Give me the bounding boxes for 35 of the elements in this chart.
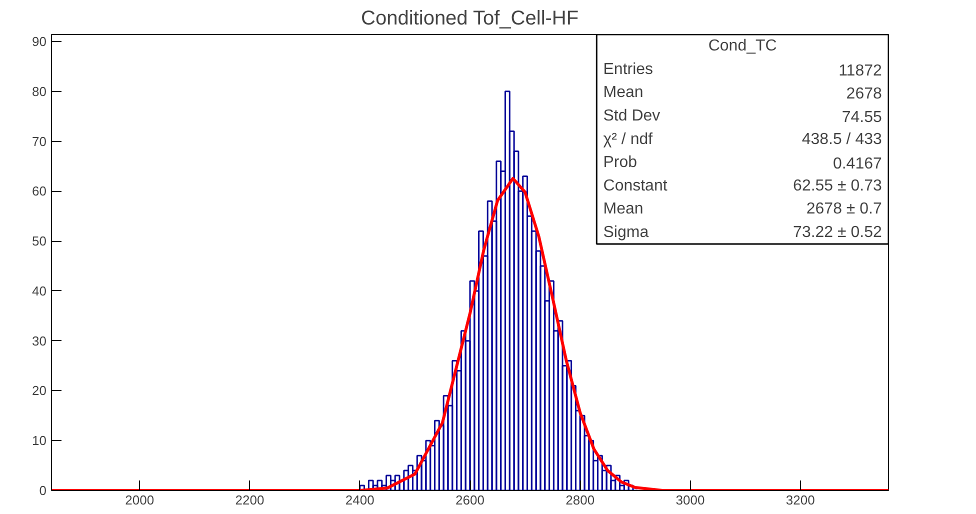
annotation: Std Dev — [603, 107, 660, 124]
annotation: Mean — [603, 84, 644, 102]
annotation: Sigma — [603, 224, 649, 241]
y-tick-label: 80 — [32, 84, 47, 99]
x-tick-label: 2400 — [345, 492, 374, 508]
annotation: Constant — [603, 177, 668, 194]
x-tick-label: 3000 — [676, 492, 705, 508]
annotation: 11872 — [838, 62, 882, 80]
y-tick-label: 40 — [32, 283, 47, 298]
annotation: 74.55 — [842, 108, 882, 126]
y-tick-label: 30 — [32, 333, 47, 348]
annotation: Prob — [603, 154, 638, 172]
x-tick-label: 2200 — [235, 492, 264, 508]
x-tick-label: 2800 — [566, 492, 595, 508]
y-tick-label: 70 — [32, 134, 47, 149]
x-tick-label: 2000 — [125, 492, 154, 508]
annotation: Entries — [603, 60, 654, 78]
annotation: 0.4167 — [832, 156, 882, 173]
y-tick-label: 10 — [32, 433, 47, 448]
annotation: 2678 ± 0.7 — [806, 200, 882, 218]
y-tick-label: 60 — [32, 184, 47, 199]
annotation: 2678 — [846, 86, 882, 103]
x-tick-label: 2600 — [456, 492, 484, 508]
chart-title: Conditioned Tof_Cell-HF — [361, 8, 579, 30]
y-tick-label: 20 — [32, 383, 47, 398]
annotation: Mean — [603, 200, 644, 218]
annotation: 62.55 ± 0.73 — [793, 177, 882, 194]
annotation: 438.5 / 433 — [802, 130, 882, 148]
y-tick-label: 50 — [32, 234, 47, 249]
annotation: χ² / ndf — [603, 130, 654, 148]
annotation: Cond_TC — [708, 38, 777, 55]
x-tick-label: 3200 — [786, 492, 815, 508]
y-tick-label: 0 — [39, 483, 47, 498]
y-tick-label: 90 — [32, 34, 47, 49]
annotation: 73.22 ± 0.52 — [793, 224, 882, 241]
